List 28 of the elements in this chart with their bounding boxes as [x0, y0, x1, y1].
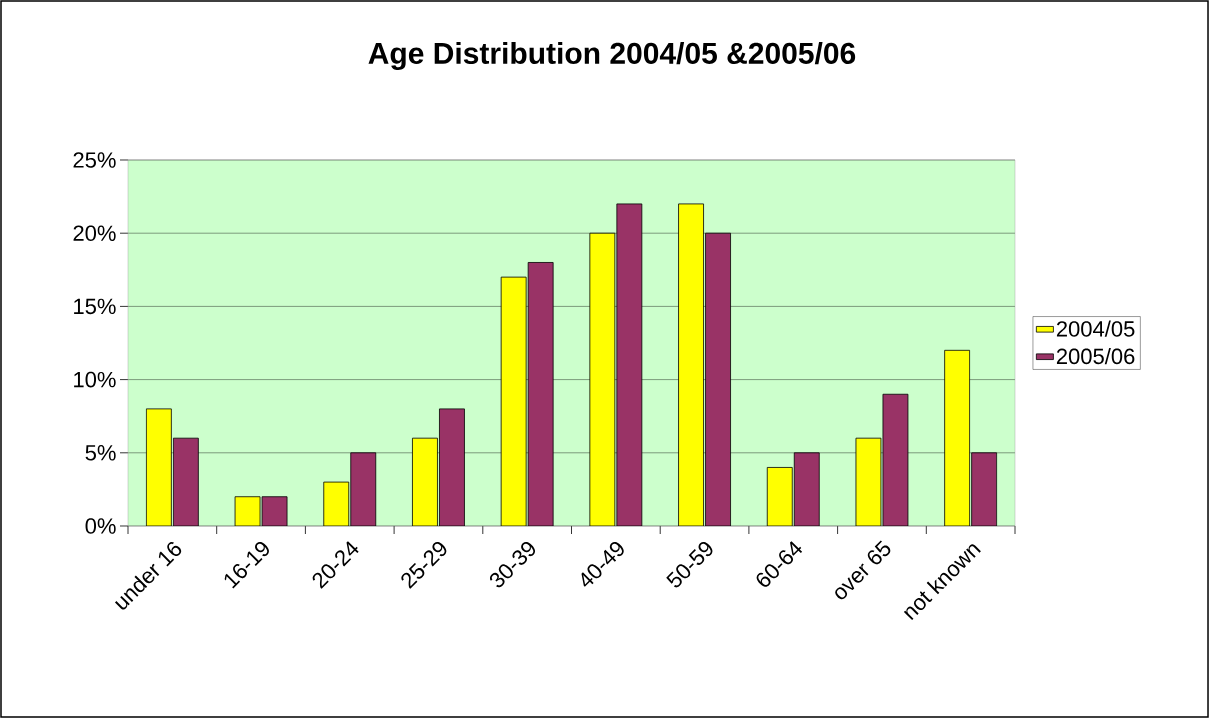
chart-title: Age Distribution 2004/05 &2005/06 [368, 41, 856, 71]
bar [350, 452, 376, 526]
legend-label: 2004/05 [1056, 320, 1135, 337]
x-tick-label: over 65 [835, 540, 891, 600]
bar [501, 277, 527, 526]
bar [678, 203, 704, 526]
bar [173, 438, 199, 526]
y-tick-label: 0% [85, 518, 116, 534]
bar [439, 408, 465, 526]
bar [412, 438, 438, 526]
bar [794, 452, 820, 526]
bar [528, 262, 554, 526]
bar [882, 394, 908, 526]
y-tick-label: 25% [73, 152, 116, 168]
bar [944, 349, 971, 526]
bar [855, 438, 881, 526]
y-tick-label: 10% [74, 371, 116, 388]
bar [767, 467, 793, 526]
y-tick-label: 5% [85, 445, 116, 461]
bar [705, 233, 731, 526]
y-tick-label: 20% [73, 225, 116, 241]
bar [323, 482, 349, 526]
legend-label: 2005/06 [1056, 347, 1135, 365]
bar [616, 203, 642, 526]
y-tick-label: 15% [74, 298, 116, 315]
bar [589, 233, 615, 526]
bar [146, 408, 172, 526]
bar [971, 452, 998, 526]
